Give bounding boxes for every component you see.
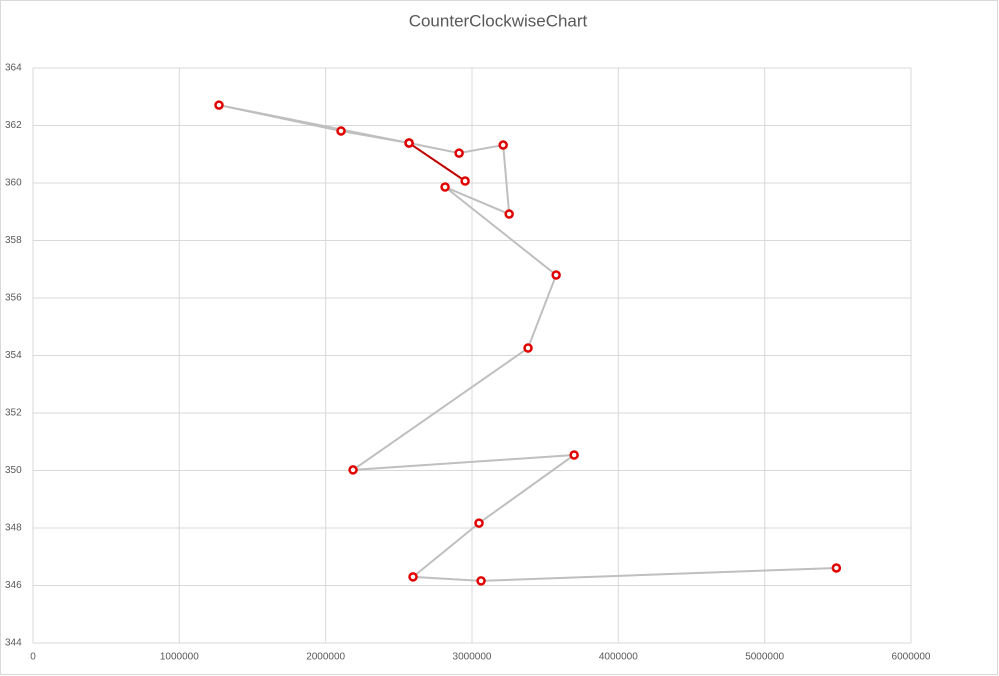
series-line bbox=[218, 104, 837, 582]
y-tick-label: 348 bbox=[5, 523, 22, 534]
marker bbox=[498, 140, 508, 150]
chart-title: CounterClockwiseChart bbox=[409, 11, 588, 30]
marker bbox=[523, 343, 533, 353]
y-tick-label: 350 bbox=[5, 465, 22, 476]
x-tick-label: 3000000 bbox=[453, 652, 492, 663]
marker bbox=[404, 138, 414, 148]
marker bbox=[476, 576, 486, 586]
y-tick-label: 358 bbox=[5, 235, 22, 246]
y-tick-label: 356 bbox=[5, 293, 22, 304]
x-tick-label: 2000000 bbox=[306, 652, 345, 663]
marker bbox=[831, 563, 842, 573]
x-tick-label: 4000000 bbox=[599, 652, 638, 663]
marker bbox=[336, 126, 346, 136]
y-tick-label: 364 bbox=[5, 63, 22, 74]
x-tick-label: 1000000 bbox=[160, 652, 199, 663]
series-line bbox=[408, 142, 466, 182]
y-tick-label: 352 bbox=[5, 408, 22, 419]
marker bbox=[569, 450, 579, 460]
y-tick-label: 344 bbox=[5, 638, 22, 649]
x-tick-label: 0 bbox=[30, 652, 36, 663]
marker bbox=[454, 148, 464, 158]
y-tick-label: 346 bbox=[5, 580, 22, 591]
y-tick-label: 360 bbox=[5, 178, 22, 189]
y-tick-label: 362 bbox=[5, 120, 22, 131]
marker bbox=[474, 518, 484, 528]
marker bbox=[348, 465, 358, 475]
marker bbox=[460, 176, 470, 186]
marker bbox=[551, 270, 561, 280]
marker bbox=[440, 182, 450, 192]
marker bbox=[408, 572, 418, 582]
marker bbox=[214, 100, 224, 110]
x-tick-label: 6000000 bbox=[892, 652, 931, 663]
marker bbox=[504, 209, 514, 219]
y-tick-label: 354 bbox=[5, 350, 22, 361]
x-tick-label: 5000000 bbox=[745, 652, 784, 663]
